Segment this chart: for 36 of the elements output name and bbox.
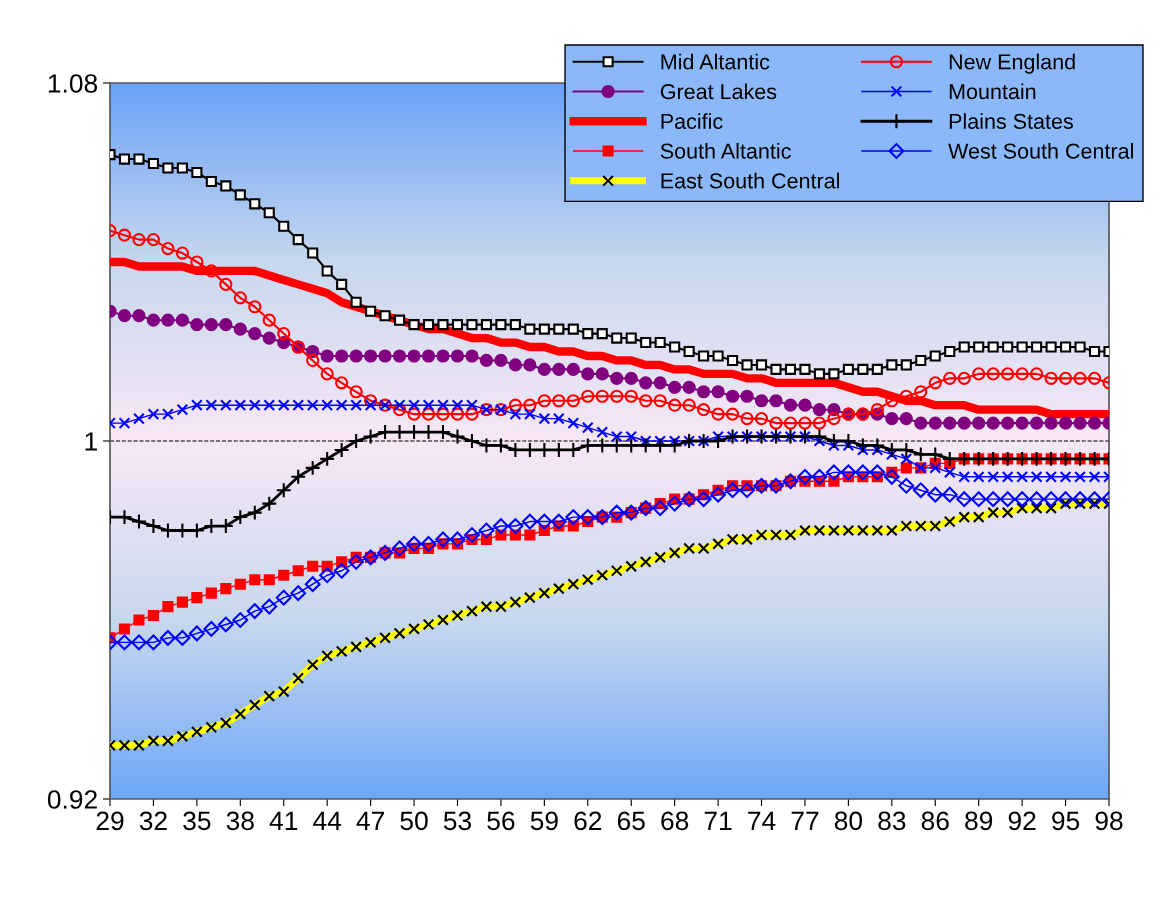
x-tick-label: 71 bbox=[704, 811, 732, 830]
x-tick-label: 86 bbox=[921, 811, 949, 831]
x-tick-label: 74 bbox=[748, 811, 776, 830]
legend-label: Mid Altantic bbox=[661, 53, 770, 70]
legend-label: Mountain bbox=[949, 83, 1036, 100]
x-tick-label: 44 bbox=[313, 811, 342, 830]
legend-label: West South Central bbox=[948, 142, 1133, 159]
x-tick-label: 41 bbox=[269, 811, 298, 830]
x-tick-label: 47 bbox=[356, 811, 384, 830]
x-tick-label: 59 bbox=[530, 811, 558, 831]
x-tick-label: 32 bbox=[139, 811, 167, 831]
x-tick-label: 50 bbox=[400, 811, 428, 831]
x-tick-label: 56 bbox=[487, 811, 515, 831]
legend-label: New England bbox=[949, 53, 1075, 74]
legend-label: Great Lakes bbox=[660, 83, 777, 100]
x-tick-label: 98 bbox=[1095, 811, 1123, 831]
y-tick-label: 1 bbox=[85, 432, 97, 451]
x-tick-label: 83 bbox=[878, 811, 906, 831]
y-tick-label: 1.08 bbox=[48, 74, 98, 93]
legend-label: East South Central bbox=[661, 172, 840, 189]
x-tick-label: 53 bbox=[443, 811, 471, 831]
x-tick-label: 77 bbox=[791, 811, 819, 830]
x-tick-label: 80 bbox=[834, 811, 863, 831]
x-tick-label: 92 bbox=[1008, 811, 1036, 831]
x-tick-label: 68 bbox=[661, 811, 689, 831]
y-tick-label: 0.92 bbox=[47, 790, 97, 809]
x-tick-label: 35 bbox=[183, 811, 211, 831]
x-tick-label: 62 bbox=[574, 811, 602, 831]
x-tick-label: 89 bbox=[965, 811, 993, 831]
x-tick-label: 38 bbox=[226, 811, 254, 831]
legend-label: South Altantic bbox=[660, 142, 791, 159]
x-tick-label: 65 bbox=[617, 811, 645, 831]
x-tick-label: 95 bbox=[1052, 811, 1080, 831]
legend-label: Pacific bbox=[661, 113, 723, 129]
x-tick-label: 29 bbox=[96, 811, 124, 831]
legend-label: Plains States bbox=[949, 113, 1073, 129]
